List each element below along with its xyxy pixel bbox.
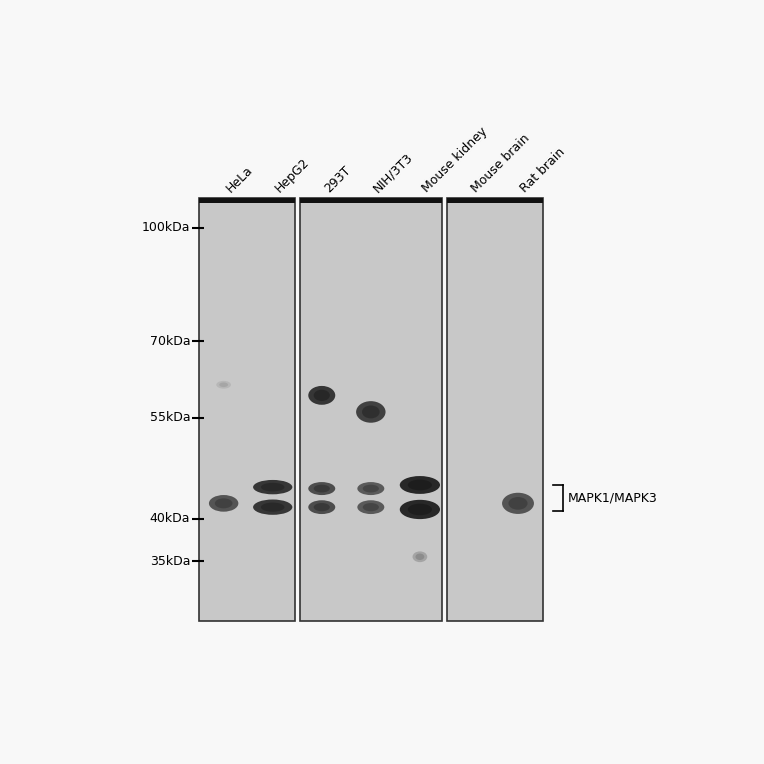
Bar (299, 198, 442, 203)
Ellipse shape (508, 497, 528, 510)
Text: 293T: 293T (322, 163, 353, 195)
Text: HeLa: HeLa (224, 163, 255, 195)
Ellipse shape (363, 484, 379, 493)
Ellipse shape (362, 406, 380, 419)
Ellipse shape (209, 495, 238, 512)
Text: NIH/3T3: NIH/3T3 (371, 150, 416, 195)
Ellipse shape (408, 480, 432, 490)
Text: 70kDa: 70kDa (150, 335, 190, 348)
Text: 40kDa: 40kDa (150, 513, 190, 526)
Text: HepG2: HepG2 (273, 155, 312, 195)
Ellipse shape (216, 381, 231, 389)
Ellipse shape (261, 483, 284, 491)
Text: Mouse brain: Mouse brain (469, 131, 533, 195)
Ellipse shape (413, 552, 427, 562)
Ellipse shape (502, 493, 534, 514)
Ellipse shape (314, 484, 330, 493)
Ellipse shape (215, 498, 232, 508)
Ellipse shape (314, 390, 330, 401)
Ellipse shape (416, 554, 424, 560)
Bar (447, 198, 542, 203)
Ellipse shape (358, 482, 384, 495)
Text: 100kDa: 100kDa (142, 222, 190, 235)
Ellipse shape (358, 500, 384, 514)
Ellipse shape (261, 503, 284, 512)
Text: Mouse kidney: Mouse kidney (420, 125, 490, 195)
Text: Rat brain: Rat brain (518, 145, 568, 195)
Ellipse shape (356, 401, 386, 422)
Ellipse shape (309, 500, 335, 514)
Ellipse shape (408, 503, 432, 515)
Ellipse shape (400, 500, 440, 519)
Text: MAPK1/MAPK3: MAPK1/MAPK3 (568, 491, 657, 504)
Ellipse shape (253, 480, 293, 494)
Ellipse shape (400, 476, 440, 494)
Text: 35kDa: 35kDa (150, 555, 190, 568)
Ellipse shape (309, 386, 335, 405)
Ellipse shape (314, 503, 330, 511)
Ellipse shape (219, 383, 228, 387)
Ellipse shape (309, 482, 335, 495)
Text: 55kDa: 55kDa (150, 411, 190, 424)
Ellipse shape (363, 503, 379, 511)
Bar (199, 198, 295, 203)
Ellipse shape (253, 500, 293, 515)
